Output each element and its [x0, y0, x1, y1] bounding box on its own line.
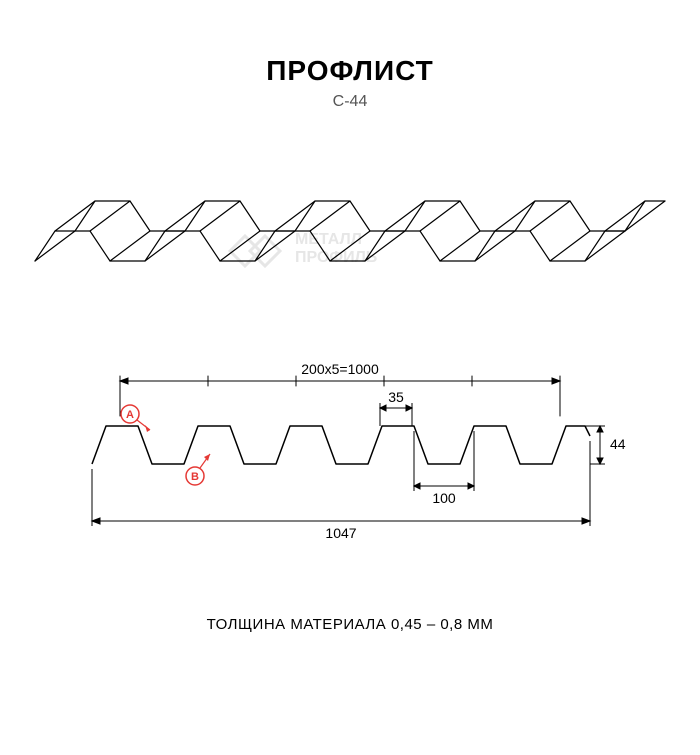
- subtitle: С-44: [0, 93, 700, 111]
- dim-top-span: 200x5=1000: [301, 361, 379, 377]
- dim-gap: 35: [388, 389, 404, 405]
- dim-height: 44: [610, 436, 626, 452]
- marker-b: B: [186, 454, 210, 485]
- footer-text: ТОЛЩИНА МАТЕРИАЛА 0,45 – 0,8 ММ: [0, 616, 700, 633]
- cross-section: 200x5=1000 35 A B: [0, 336, 700, 566]
- svg-text:A: A: [126, 409, 134, 421]
- watermark-text-2: ПРОФИЛЬ: [295, 249, 377, 266]
- marker-a: A: [121, 405, 150, 432]
- dim-overall: 1047: [325, 525, 356, 541]
- isometric-profile: МЕТАЛЛ ПРОФИЛЬ: [0, 136, 700, 316]
- title: ПРОФЛИСТ: [0, 55, 700, 87]
- drawing-container: ПРОФЛИСТ С-44 МЕТАЛЛ ПРОФИЛЬ: [0, 55, 700, 755]
- svg-text:B: B: [191, 471, 199, 483]
- dim-valley: 100: [432, 490, 456, 506]
- watermark-text-1: МЕТАЛЛ: [295, 231, 362, 248]
